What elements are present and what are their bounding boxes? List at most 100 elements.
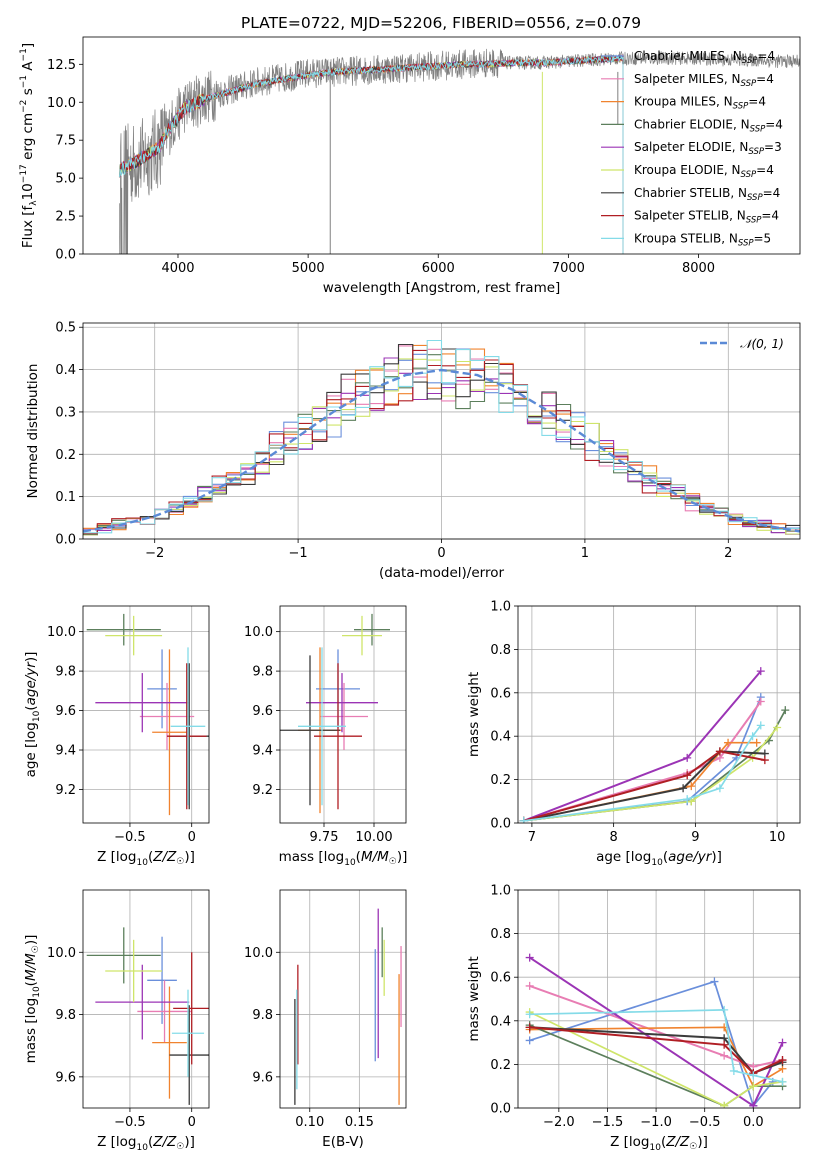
y-tick-label: 9.6 — [55, 704, 76, 719]
legend-entry: Kroupa MILES, NSSP=4 — [634, 95, 766, 112]
weight-line — [523, 750, 766, 822]
x-axis-label: Z [log10(Z/Z☉)] — [97, 1134, 195, 1153]
x-tick-label: 7000 — [552, 261, 585, 276]
panel-mass-vs-Z: −0.5 0 9.6 9.8 10.0 Z [log10(Z/Z☉)] mass [log1… — [23, 889, 210, 1153]
x-tick-label: −2 — [145, 546, 164, 561]
legend-entry: Salpeter STELIB, NSSP=4 — [634, 209, 779, 226]
figure-title: PLATE=0722, MJD=52206, FIBERID=0556, z=0… — [241, 14, 641, 32]
model-spectrum-line — [118, 54, 624, 254]
panel-weight-vs-age: 7 8 9 10 0.0 0.2 0.4 0.6 0.8 1.0 age [log10(age/yr… — [466, 600, 801, 868]
model-spectrum-line — [118, 54, 624, 254]
y-tick-label: 9.4 — [252, 744, 273, 759]
weight-marker — [710, 977, 719, 986]
y-tick-label: 2.5 — [55, 210, 76, 225]
weight-marker — [687, 782, 696, 791]
y-tick-label: 10.0 — [244, 946, 273, 961]
x-tick-label: 0 — [188, 830, 196, 845]
y-tick-label: 10.0 — [47, 625, 76, 640]
y-tick-label: 0.6 — [490, 971, 511, 986]
plot-area — [86, 927, 209, 1105]
x-axis-label: mass [log10(M/M☉)] — [279, 849, 408, 868]
plot-area — [525, 953, 787, 1108]
weight-line — [523, 696, 762, 822]
axes-frame — [517, 605, 801, 824]
y-tick-label: 12.5 — [47, 58, 76, 73]
y-tick-label: 0.2 — [490, 773, 511, 788]
y-tick-label: 0.4 — [490, 730, 511, 745]
y-tick-label: 0.2 — [490, 1058, 511, 1073]
axes-frame — [279, 889, 407, 1109]
x-tick-label: 0.0 — [743, 1115, 764, 1130]
weight-marker — [729, 1066, 738, 1075]
y-tick-label: 0.0 — [490, 1102, 511, 1117]
y-tick-label: 0.6 — [490, 686, 511, 701]
weight-marker — [760, 756, 769, 765]
weight-marker — [749, 1082, 758, 1091]
weight-marker — [720, 1005, 729, 1014]
y-tick-label: 0.5 — [55, 321, 76, 336]
weight-marker — [519, 816, 528, 823]
panel-mass-vs-EBV: 0.10 0.15 9.6 9.8 10.0 E(B-V) — [244, 889, 407, 1150]
plot-area — [83, 339, 800, 536]
x-tick-label: 5000 — [292, 261, 325, 276]
axes-frame — [82, 322, 801, 540]
x-axis-label: (data-model)/error — [379, 565, 505, 581]
weight-marker — [525, 1010, 534, 1019]
y-tick-label: 0.0 — [55, 248, 76, 263]
weight-marker — [683, 753, 692, 762]
model-spectrum-line — [118, 54, 624, 254]
x-tick-label: 2 — [724, 546, 732, 561]
weight-marker — [683, 771, 692, 780]
panel-weight-vs-Z: −2.0 −1.5 −1.0 −0.5 0.0 0.0 0.2 0.4 0.6 0.8 1.0 Z [… — [466, 884, 801, 1153]
weight-marker — [720, 1101, 729, 1108]
y-tick-label: 9.6 — [55, 1070, 76, 1085]
weight-marker — [773, 723, 782, 732]
x-axis-label: Z [log10(Z/Z☉)] — [610, 1134, 708, 1153]
weight-marker — [525, 1023, 534, 1032]
y-tick-label: 7.5 — [55, 134, 76, 149]
legend-entry: Kroupa ELODIE, NSSP=4 — [634, 163, 774, 180]
x-tick-label: 9 — [691, 830, 699, 845]
y-tick-label: 0.0 — [55, 533, 76, 548]
model-spectrum-line — [118, 55, 624, 254]
x-tick-label: 6000 — [422, 261, 455, 276]
y-tick-label: 9.8 — [55, 1008, 76, 1023]
x-tick-label: −0.5 — [114, 830, 146, 845]
x-tick-label: 10 — [769, 830, 786, 845]
x-tick-label: 4000 — [161, 261, 194, 276]
weight-marker — [683, 795, 692, 804]
weight-marker — [778, 1038, 787, 1047]
x-tick-label: −1.5 — [592, 1115, 624, 1130]
y-axis-label: age [log10(age/yr)] — [23, 652, 42, 778]
weight-line — [529, 984, 783, 1068]
weight-marker — [756, 697, 765, 706]
plot-area — [294, 908, 402, 1105]
legend-entry: Salpeter MILES, NSSP=4 — [634, 72, 774, 89]
y-tick-label: 0.1 — [55, 490, 76, 505]
weight-marker — [679, 784, 688, 793]
y-tick-label: 0.3 — [55, 405, 76, 420]
y-tick-label: 0.8 — [490, 927, 511, 942]
weight-marker — [720, 1051, 729, 1060]
weight-line — [523, 726, 778, 822]
legend-entry: 𝒩(0, 1) — [740, 337, 784, 351]
y-axis-label: Flux [fλ10−17 erg cm−2 s−1 A−1] — [19, 43, 39, 248]
residual-histogram — [83, 339, 800, 534]
x-axis-label: wavelength [Angstrom, rest frame] — [323, 280, 561, 296]
y-tick-label: 9.8 — [252, 665, 273, 680]
y-tick-label: 1.0 — [490, 884, 511, 899]
weight-marker — [752, 738, 761, 747]
plot-area — [519, 667, 790, 823]
normal-distribution-curve — [83, 368, 800, 533]
weight-marker — [781, 706, 790, 715]
x-tick-label: 9.75 — [310, 830, 339, 845]
weight-marker — [525, 953, 534, 962]
axes-frame — [82, 605, 210, 824]
x-tick-label: 7 — [528, 830, 536, 845]
weight-line — [523, 700, 762, 822]
y-axis-label: mass weight — [466, 956, 482, 1041]
y-tick-label: 9.8 — [252, 1008, 273, 1023]
panel-residuals: −2 −1 0 1 2 0.0 0.1 0.2 0.3 0.4 0.5 (data-model)/er… — [25, 321, 801, 581]
model-spectrum-line — [118, 53, 624, 254]
y-tick-label: 0.4 — [490, 1014, 511, 1029]
